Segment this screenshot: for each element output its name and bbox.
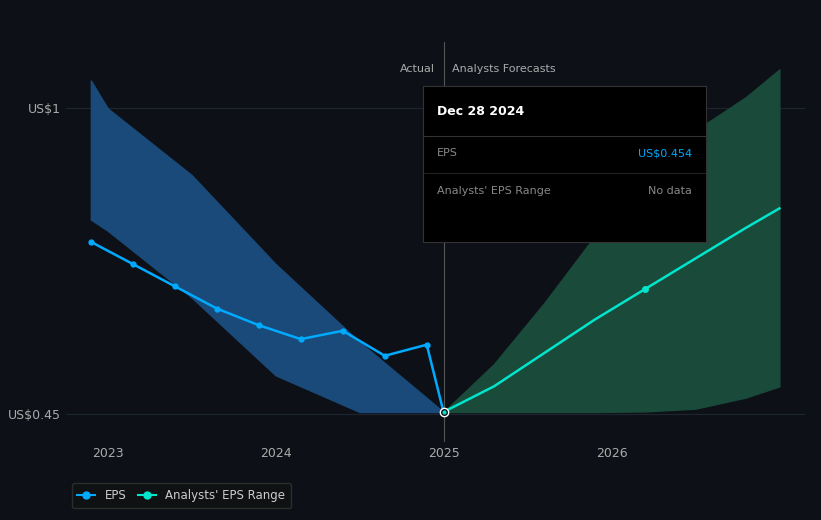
Text: US$0.454: US$0.454 [638, 148, 692, 158]
Legend: EPS, Analysts' EPS Range: EPS, Analysts' EPS Range [71, 484, 291, 508]
Text: EPS: EPS [437, 148, 458, 158]
Text: No data: No data [648, 186, 692, 196]
Text: Dec 28 2024: Dec 28 2024 [437, 105, 525, 118]
Text: Analysts' EPS Range: Analysts' EPS Range [437, 186, 551, 196]
Text: Analysts Forecasts: Analysts Forecasts [452, 64, 556, 74]
Text: Actual: Actual [400, 64, 435, 74]
